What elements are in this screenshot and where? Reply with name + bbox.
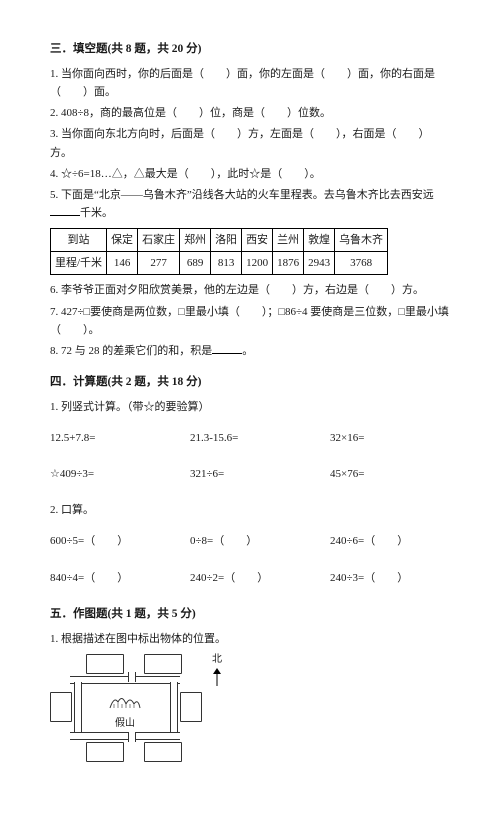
q3-1: 1. 当你面向西时，你的后面是（ ）面，你的左面是（ ）面，你的右面是（ ）面。 (50, 65, 450, 101)
q3-5: 5. 下面是“北京——乌鲁木齐”沿线各大站的火车里程表。去乌鲁木齐比去西安远千米… (50, 186, 450, 222)
calc-row: ☆409÷3= 321÷6= 45×76= (50, 465, 450, 483)
calc-cell: 32×16= (330, 429, 450, 447)
calc-cell: 45×76= (330, 465, 450, 483)
q3-8-blank (212, 342, 242, 354)
calc-cell: ☆409÷3= (50, 465, 190, 483)
north-label: 北 (212, 654, 222, 665)
calc-cell: 12.5+7.8= (50, 429, 190, 447)
calc-cell: 21.3-15.6= (190, 429, 330, 447)
table-row: 到站 保定 石家庄 郑州 洛阳 西安 兰州 敦煌 乌鲁木齐 (51, 229, 388, 252)
q3-8: 8. 72 与 28 的差乘它们的和，积是 。 (50, 342, 450, 360)
q3-5b: 千米。 (80, 207, 113, 219)
road-h (70, 732, 180, 740)
map-diagram: 北 假山 (50, 654, 200, 784)
table-row: 里程/千米 146 277 689 813 1200 1876 2943 376… (51, 252, 388, 275)
map-box (144, 742, 182, 762)
td-4: 1200 (242, 252, 273, 275)
page: 三．填空题(共 8 题，共 20 分) 1. 当你面向西时，你的后面是（ ）面，… (0, 0, 500, 814)
td-1: 277 (138, 252, 180, 275)
calc-row: 600÷5=（ ） 0÷8=（ ） 240÷6=（ ） (50, 532, 450, 550)
td-0: 146 (107, 252, 138, 275)
north-indicator: 北 (212, 652, 222, 687)
road-h (70, 676, 180, 684)
q3-2: 2. 408÷8，商的最高位是（ ）位，商是（ ）位数。 (50, 104, 450, 122)
q3-7: 7. 427÷□要使商是两位数，□里最小填（ ）；□86÷4 要使商是三位数，□… (50, 303, 450, 339)
q4-2: 2. 口算。 (50, 501, 450, 519)
th-0: 到站 (51, 229, 107, 252)
calc-cell: 840÷4=（ ） (50, 569, 190, 587)
road-v (128, 672, 136, 682)
q3-6: 6. 李爷爷正面对夕阳欣赏美景，他的左边是（ ）方，右边是（ ）方。 (50, 281, 450, 299)
q4-1: 1. 列竖式计算。（带☆的要验算） (50, 398, 450, 416)
hill-label: 假山 (108, 716, 142, 733)
section5-title: 五．作图题(共 1 题，共 5 分) (50, 605, 450, 624)
calc-cell: 240÷6=（ ） (330, 532, 450, 550)
calc-cell: 0÷8=（ ） (190, 532, 330, 550)
q3-3: 3. 当你面向东北方向时，后面是（ ）方，左面是（ ），右面是（ ）方。 (50, 125, 450, 161)
road-v (128, 732, 136, 742)
th-4: 洛阳 (211, 229, 242, 252)
map-box (86, 654, 124, 674)
calc-cell: 240÷3=（ ） (330, 569, 450, 587)
calc-row: 840÷4=（ ） 240÷2=（ ） 240÷3=（ ） (50, 569, 450, 587)
section3-title: 三．填空题(共 8 题，共 20 分) (50, 40, 450, 59)
calc-cell: 240÷2=（ ） (190, 569, 330, 587)
td-6: 2943 (304, 252, 335, 275)
th-3: 郑州 (180, 229, 211, 252)
q3-8a: 8. 72 与 28 的差乘它们的和，积是 (50, 345, 212, 357)
map-box (86, 742, 124, 762)
section4-title: 四．计算题(共 2 题，共 18 分) (50, 373, 450, 392)
td-2: 689 (180, 252, 211, 275)
calc-row: 12.5+7.8= 21.3-15.6= 32×16= (50, 429, 450, 447)
th-2: 石家庄 (138, 229, 180, 252)
row-label: 里程/千米 (51, 252, 107, 275)
td-7: 3768 (335, 252, 388, 275)
mileage-table: 到站 保定 石家庄 郑州 洛阳 西安 兰州 敦煌 乌鲁木齐 里程/千米 146 … (50, 228, 388, 275)
q5-1: 1. 根据描述在图中标出物体的位置。 (50, 630, 450, 648)
th-1: 保定 (107, 229, 138, 252)
q3-5a: 5. 下面是“北京——乌鲁木齐”沿线各大站的火车里程表。去乌鲁木齐比去西安远 (50, 189, 434, 201)
hill-label-box: 假山 (108, 690, 142, 733)
q3-4: 4. ☆÷6=18…△，△最大是（ ），此时☆是（ ）。 (50, 165, 450, 183)
calc-cell: 600÷5=（ ） (50, 532, 190, 550)
th-5: 西安 (242, 229, 273, 252)
q3-8b: 。 (242, 345, 253, 357)
th-6: 兰州 (273, 229, 304, 252)
td-5: 1876 (273, 252, 304, 275)
calc-cell: 321÷6= (190, 465, 330, 483)
map-box (144, 654, 182, 674)
q3-5-blank (50, 204, 80, 216)
th-8: 乌鲁木齐 (335, 229, 388, 252)
north-arrow-icon (212, 668, 222, 686)
th-7: 敦煌 (304, 229, 335, 252)
td-3: 813 (211, 252, 242, 275)
